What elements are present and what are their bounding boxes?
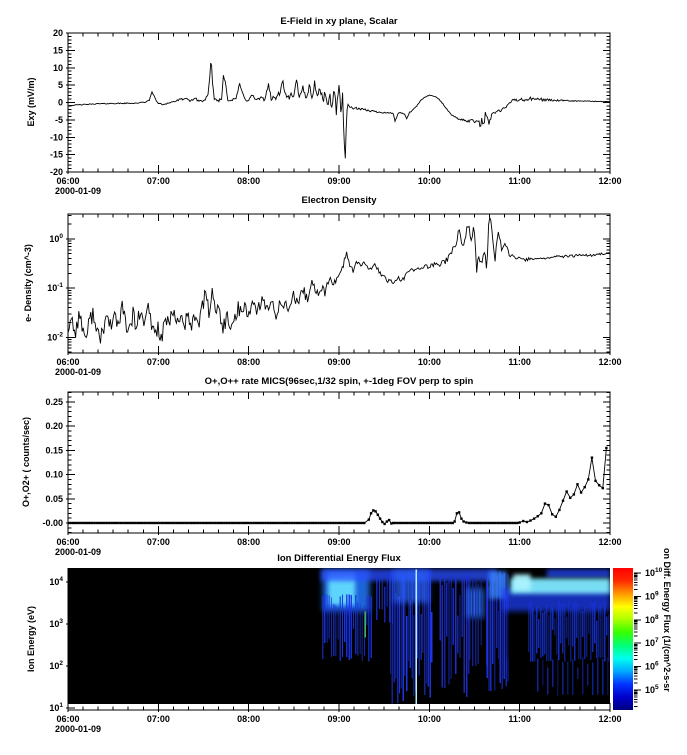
svg-text:12:00: 12:00 xyxy=(598,714,621,724)
svg-text:07:00: 07:00 xyxy=(147,176,170,186)
svg-text:0.20: 0.20 xyxy=(45,421,63,431)
svg-text:-20: -20 xyxy=(50,167,63,177)
svg-text:2000-01-09: 2000-01-09 xyxy=(55,547,101,557)
svg-text:12:00: 12:00 xyxy=(598,357,621,367)
svg-text:06:00: 06:00 xyxy=(56,176,79,186)
svg-text:1010: 1010 xyxy=(645,567,663,578)
svg-text:07:00: 07:00 xyxy=(147,714,170,724)
svg-text:15: 15 xyxy=(53,45,63,55)
svg-text:09:00: 09:00 xyxy=(327,714,350,724)
svg-text:12:00: 12:00 xyxy=(598,537,621,547)
svg-text:11:00: 11:00 xyxy=(508,357,531,367)
svg-text:08:00: 08:00 xyxy=(237,357,260,367)
svg-text:10:00: 10:00 xyxy=(418,537,441,547)
panel3-title: O+,O++ rate MICS(96sec,1/32 spin, +-1deg… xyxy=(204,376,474,387)
svg-text:106: 106 xyxy=(645,661,659,672)
svg-text:2000-01-09: 2000-01-09 xyxy=(55,186,101,196)
svg-text:0.10: 0.10 xyxy=(45,470,63,480)
svg-text:100: 100 xyxy=(49,233,63,244)
svg-text:08:00: 08:00 xyxy=(237,537,260,547)
svg-text:0.05: 0.05 xyxy=(45,494,63,504)
svg-text:10: 10 xyxy=(53,63,63,73)
svg-text:08:00: 08:00 xyxy=(237,714,260,724)
svg-text:11:00: 11:00 xyxy=(508,176,531,186)
svg-text:-0.00: -0.00 xyxy=(42,518,63,528)
svg-text:-15: -15 xyxy=(50,150,63,160)
panel4-title: Ion Differential Energy Flux xyxy=(277,553,401,564)
svg-text:07:00: 07:00 xyxy=(147,537,170,547)
svg-text:2000-01-09: 2000-01-09 xyxy=(55,724,101,734)
svg-text:10-2: 10-2 xyxy=(47,331,63,342)
svg-text:0: 0 xyxy=(58,98,63,108)
svg-text:5: 5 xyxy=(58,80,63,90)
svg-text:11:00: 11:00 xyxy=(508,714,531,724)
svg-text:09:00: 09:00 xyxy=(327,176,350,186)
svg-text:06:00: 06:00 xyxy=(56,537,79,547)
panel1-title: E-Field in xy plane, Scalar xyxy=(280,16,398,27)
svg-text:104: 104 xyxy=(49,576,63,587)
svg-text:107: 107 xyxy=(645,637,659,648)
svg-text:10:00: 10:00 xyxy=(418,176,441,186)
svg-text:06:00: 06:00 xyxy=(56,714,79,724)
svg-text:101: 101 xyxy=(49,702,63,713)
svg-text:20: 20 xyxy=(53,28,63,38)
svg-text:108: 108 xyxy=(645,614,659,625)
svg-text:0.25: 0.25 xyxy=(45,397,63,407)
svg-text:109: 109 xyxy=(645,590,659,601)
svg-text:2000-01-09: 2000-01-09 xyxy=(55,367,101,377)
svg-text:105: 105 xyxy=(645,684,659,695)
panel2-title: Electron Density xyxy=(301,195,377,206)
svg-text:07:00: 07:00 xyxy=(147,357,170,367)
svg-text:-5: -5 xyxy=(55,115,63,125)
svg-text:-10: -10 xyxy=(50,132,63,142)
svg-text:06:00: 06:00 xyxy=(56,357,79,367)
svg-text:09:00: 09:00 xyxy=(327,357,350,367)
svg-text:10:00: 10:00 xyxy=(418,357,441,367)
svg-text:10-1: 10-1 xyxy=(47,282,63,293)
svg-text:08:00: 08:00 xyxy=(237,176,260,186)
colorbar-label: on Diff. Energy Flux (1/(cm^2-s-sr xyxy=(662,548,672,692)
svg-text:102: 102 xyxy=(49,660,63,671)
svg-text:09:00: 09:00 xyxy=(327,537,350,547)
svg-text:103: 103 xyxy=(49,618,63,629)
svg-text:11:00: 11:00 xyxy=(508,537,531,547)
svg-text:0.15: 0.15 xyxy=(45,445,63,455)
svg-text:12:00: 12:00 xyxy=(598,176,621,186)
svg-text:10:00: 10:00 xyxy=(418,714,441,724)
